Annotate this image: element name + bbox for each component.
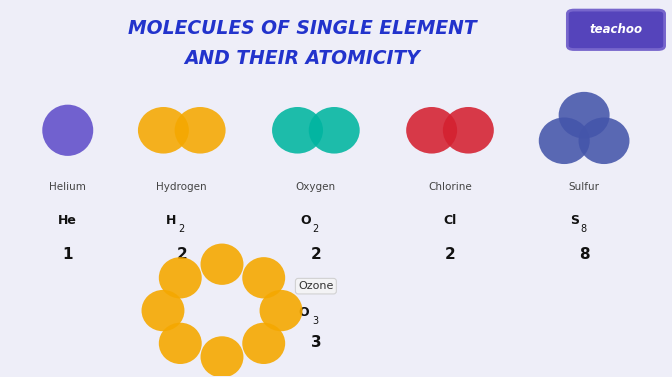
Ellipse shape — [138, 107, 189, 153]
Ellipse shape — [42, 105, 93, 156]
Text: 8: 8 — [579, 247, 589, 262]
Text: 3: 3 — [312, 316, 319, 326]
Ellipse shape — [200, 336, 243, 377]
Text: H: H — [166, 214, 176, 227]
Text: 2: 2 — [312, 224, 319, 234]
Ellipse shape — [406, 107, 457, 153]
Text: Helium: Helium — [49, 182, 86, 192]
Text: MOLECULES OF SINGLE ELEMENT: MOLECULES OF SINGLE ELEMENT — [128, 19, 476, 38]
Ellipse shape — [259, 290, 302, 331]
FancyBboxPatch shape — [567, 10, 665, 49]
Text: Oxygen: Oxygen — [296, 182, 336, 192]
Text: 2: 2 — [310, 247, 321, 262]
Text: AND THEIR ATOMICITY: AND THEIR ATOMICITY — [185, 49, 421, 68]
Ellipse shape — [175, 107, 226, 153]
Ellipse shape — [308, 107, 360, 153]
Text: Ozone: Ozone — [298, 281, 333, 291]
Ellipse shape — [558, 92, 610, 138]
Text: 8: 8 — [581, 224, 587, 234]
Ellipse shape — [272, 107, 323, 153]
Ellipse shape — [159, 257, 202, 299]
Ellipse shape — [579, 118, 630, 164]
Text: 2: 2 — [178, 224, 185, 234]
Ellipse shape — [200, 244, 243, 285]
Text: teachoo: teachoo — [590, 23, 643, 37]
Text: He: He — [58, 214, 77, 227]
Text: 1: 1 — [62, 247, 73, 262]
Ellipse shape — [243, 323, 285, 364]
Text: O: O — [298, 306, 309, 319]
Ellipse shape — [539, 118, 590, 164]
Text: Cl: Cl — [444, 214, 457, 227]
Text: Chlorine: Chlorine — [428, 182, 472, 192]
Ellipse shape — [443, 107, 494, 153]
Text: Sulfur: Sulfur — [569, 182, 599, 192]
Ellipse shape — [243, 257, 285, 299]
Text: Hydrogen: Hydrogen — [157, 182, 207, 192]
Text: O: O — [300, 214, 310, 227]
Ellipse shape — [142, 290, 184, 331]
Text: 2: 2 — [176, 247, 187, 262]
Ellipse shape — [159, 323, 202, 364]
Text: 2: 2 — [445, 247, 456, 262]
Text: 3: 3 — [310, 335, 321, 350]
Text: S: S — [570, 214, 579, 227]
